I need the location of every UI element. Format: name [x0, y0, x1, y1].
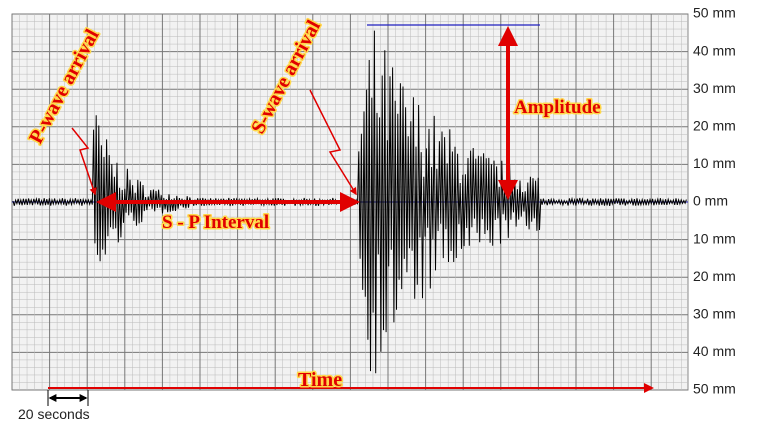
- p-pointer: [71, 127, 97, 196]
- axis-label: 50 mm: [693, 381, 736, 397]
- amplitude-label: Amplitude: [514, 97, 601, 118]
- axis-label: 20 mm: [693, 268, 736, 284]
- axis-label: 40 mm: [693, 42, 736, 58]
- axis-label: 10 mm: [693, 155, 736, 171]
- axis-label: 0 mm: [693, 193, 728, 209]
- axis-labels: 50 mm 40 mm 30 mm 20 mm 10 mm 0 mm 10 mm 20 mm 3…: [693, 5, 736, 397]
- interval-label: S - P Interval: [162, 212, 269, 233]
- axis-label: 50 mm: [693, 5, 736, 21]
- time-label: Time: [298, 369, 342, 391]
- axis-label: 30 mm: [693, 306, 736, 322]
- s-pointer: [309, 89, 357, 196]
- axis-label: 20 mm: [693, 118, 736, 134]
- axis-label: 30 mm: [693, 80, 736, 96]
- scale-label: 20 seconds: [18, 406, 90, 422]
- axis-label: 40 mm: [693, 343, 736, 359]
- axis-label: 10 mm: [693, 230, 736, 246]
